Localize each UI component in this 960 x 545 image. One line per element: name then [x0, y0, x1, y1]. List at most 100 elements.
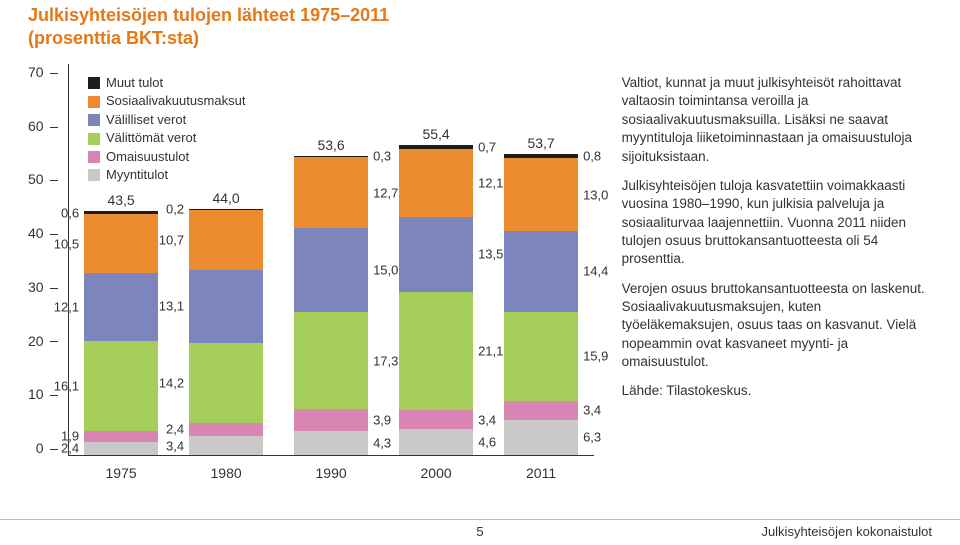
- paragraph-4: Lähde: Tilastokeskus.: [622, 382, 932, 400]
- segment-sosiaalivakuutusmaksut: 12,7: [294, 157, 368, 228]
- segment-sosiaalivakuutusmaksut: 10,7: [189, 210, 263, 270]
- y-axis: 706050403020100: [28, 64, 58, 456]
- x-label: 1975: [84, 465, 158, 481]
- segment-omaisuustulot: 3,4: [504, 401, 578, 420]
- legend-swatch: [88, 77, 100, 89]
- legend: Muut tulotSosiaalivakuutusmaksutVälillis…: [88, 74, 245, 185]
- segment-label: 15,0: [373, 263, 398, 278]
- legend-item: Sosiaalivakuutusmaksut: [88, 92, 245, 110]
- segment-omaisuustulot: 1,9: [84, 431, 158, 442]
- segment-label: 13,5: [478, 247, 503, 262]
- segment-label: 10,7: [159, 232, 184, 247]
- segment-omaisuustulot: 3,4: [399, 410, 473, 429]
- segment-label: 14,4: [583, 264, 608, 279]
- bar-1980: 44,00,210,713,114,22,43,4: [189, 190, 263, 455]
- legend-item: Välilliset verot: [88, 111, 245, 129]
- legend-label: Välittömät verot: [106, 129, 196, 147]
- y-tick: 50: [28, 171, 58, 187]
- bar-total: 44,0: [189, 190, 263, 206]
- x-label: 1980: [189, 465, 263, 481]
- paragraph-1: Valtiot, kunnat ja muut julkisyhteisöt r…: [622, 74, 932, 166]
- bar-2011: 53,70,813,014,415,93,46,3: [504, 135, 578, 455]
- segment-sosiaalivakuutusmaksut: 10,5: [84, 214, 158, 273]
- segment-label: 2,4: [61, 441, 79, 456]
- bar-total: 55,4: [399, 126, 473, 142]
- segment-label: 17,3: [373, 353, 398, 368]
- segment-välittömät-verot: 15,9: [504, 312, 578, 401]
- segment-label: 10,5: [54, 236, 79, 251]
- segment-omaisuustulot: 2,4: [189, 423, 263, 436]
- x-label: 2011: [504, 465, 578, 481]
- segment-label: 0,6: [61, 205, 79, 220]
- segment-label: 13,1: [159, 299, 184, 314]
- legend-item: Myyntitulot: [88, 166, 245, 184]
- x-label: 2000: [399, 465, 473, 481]
- segment-label: 0,7: [478, 139, 496, 154]
- legend-swatch: [88, 151, 100, 163]
- bar-1990: 53,60,312,715,017,33,94,3: [294, 137, 368, 456]
- segment-label: 3,4: [166, 438, 184, 453]
- segment-label: 3,4: [583, 403, 601, 418]
- y-tick: 20: [28, 333, 58, 349]
- segment-myyntitulot: 6,3: [504, 420, 578, 455]
- bar-1975: 43,50,610,512,116,11,92,4: [84, 192, 158, 455]
- segment-label: 6,3: [583, 430, 601, 445]
- segment-label: 2,4: [166, 422, 184, 437]
- legend-swatch: [88, 169, 100, 181]
- y-tick: 30: [28, 279, 58, 295]
- footer-right: Julkisyhteisöjen kokonaistulot: [631, 524, 932, 539]
- legend-item: Omaisuustulot: [88, 148, 245, 166]
- segment-label: 13,0: [583, 187, 608, 202]
- segment-välilliset-verot: 14,4: [504, 231, 578, 312]
- segment-sosiaalivakuutusmaksut: 13,0: [504, 158, 578, 231]
- segment-label: 12,1: [478, 175, 503, 190]
- bar-total: 43,5: [84, 192, 158, 208]
- segment-välittömät-verot: 21,1: [399, 292, 473, 410]
- segment-label: 14,2: [159, 375, 184, 390]
- page-header: Julkisyhteisöjen tulojen lähteet 1975–20…: [0, 0, 960, 64]
- segment-välilliset-verot: 13,5: [399, 217, 473, 293]
- segment-label: 15,9: [583, 349, 608, 364]
- segment-label: 3,4: [478, 412, 496, 427]
- legend-label: Myyntitulot: [106, 166, 168, 184]
- y-tick: 60: [28, 118, 58, 134]
- segment-label: 4,6: [478, 435, 496, 450]
- segment-myyntitulot: 4,6: [399, 429, 473, 455]
- legend-item: Muut tulot: [88, 74, 245, 92]
- segment-label: 3,9: [373, 413, 391, 428]
- legend-label: Omaisuustulot: [106, 148, 189, 166]
- bar-total: 53,6: [294, 137, 368, 153]
- title-line-1: Julkisyhteisöjen tulojen lähteet 1975–20…: [28, 4, 960, 27]
- legend-label: Välilliset verot: [106, 111, 186, 129]
- segment-välittömät-verot: 16,1: [84, 341, 158, 431]
- bar-2000: 55,40,712,113,521,13,44,6: [399, 126, 473, 455]
- segment-label: 0,8: [583, 149, 601, 164]
- legend-label: Sosiaalivakuutusmaksut: [106, 92, 245, 110]
- segment-label: 0,3: [373, 149, 391, 164]
- segment-label: 12,7: [373, 185, 398, 200]
- segment-myyntitulot: 4,3: [294, 431, 368, 455]
- y-tick: 0: [36, 440, 58, 456]
- segment-välilliset-verot: 15,0: [294, 228, 368, 312]
- legend-swatch: [88, 133, 100, 145]
- footer: 5 Julkisyhteisöjen kokonaistulot: [0, 519, 960, 539]
- segment-myyntitulot: 3,4: [189, 436, 263, 455]
- legend-swatch: [88, 114, 100, 126]
- y-tick: 70: [28, 64, 58, 80]
- segment-välilliset-verot: 13,1: [189, 270, 263, 343]
- segment-label: 12,1: [54, 299, 79, 314]
- bar-total: 53,7: [504, 135, 578, 151]
- body-text: Valtiot, kunnat ja muut julkisyhteisöt r…: [622, 64, 932, 456]
- x-label: 1990: [294, 465, 368, 481]
- segment-omaisuustulot: 3,9: [294, 409, 368, 431]
- segment-label: 0,2: [166, 202, 184, 217]
- x-axis-labels: 1975 1980 1990 2000 2011: [69, 465, 594, 481]
- paragraph-2: Julkisyhteisöjen tuloja kasvatettiin voi…: [622, 177, 932, 269]
- segment-välittömät-verot: 17,3: [294, 312, 368, 409]
- segment-label: 4,3: [373, 436, 391, 451]
- legend-swatch: [88, 96, 100, 108]
- paragraph-3: Verojen osuus bruttokansantuotteesta on …: [622, 280, 932, 372]
- segment-myyntitulot: 2,4: [84, 442, 158, 455]
- legend-label: Muut tulot: [106, 74, 163, 92]
- page-number: 5: [329, 524, 630, 539]
